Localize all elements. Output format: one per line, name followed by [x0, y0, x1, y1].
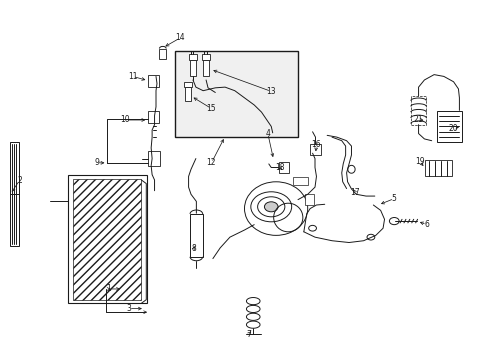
Text: 11: 11: [128, 72, 137, 81]
Bar: [305, 194, 313, 205]
Bar: [68, 175, 147, 303]
Bar: [436, 111, 461, 143]
Bar: [410, 96, 426, 125]
Bar: [190, 214, 202, 257]
Text: 21: 21: [413, 115, 423, 124]
Bar: [309, 144, 320, 155]
Bar: [190, 60, 196, 76]
Text: 6: 6: [424, 220, 428, 229]
Text: 1: 1: [106, 284, 110, 293]
Text: 20: 20: [448, 124, 457, 133]
Text: 3: 3: [126, 304, 131, 313]
Text: 9: 9: [94, 158, 99, 167]
Circle shape: [388, 217, 398, 225]
Bar: [175, 51, 297, 137]
Bar: [185, 87, 191, 102]
Bar: [425, 160, 451, 176]
Bar: [189, 54, 197, 60]
Text: 17: 17: [350, 188, 360, 197]
Bar: [159, 49, 166, 59]
Bar: [202, 54, 209, 60]
Text: 8: 8: [191, 244, 196, 253]
Text: 10: 10: [121, 116, 130, 125]
Bar: [148, 75, 159, 87]
Text: 18: 18: [275, 163, 284, 172]
Circle shape: [308, 225, 316, 231]
Text: 4: 4: [265, 129, 270, 138]
Bar: [73, 179, 141, 300]
Bar: [184, 82, 192, 87]
Text: 12: 12: [206, 158, 216, 167]
Circle shape: [257, 197, 285, 217]
Bar: [203, 60, 208, 76]
Text: 7: 7: [245, 330, 250, 339]
Bar: [148, 152, 160, 166]
Bar: [148, 111, 159, 123]
Bar: [278, 162, 288, 173]
Circle shape: [250, 192, 291, 222]
Bar: [10, 143, 19, 246]
Text: 5: 5: [391, 194, 396, 203]
Text: 2: 2: [18, 176, 22, 185]
Bar: [292, 177, 307, 185]
Text: 19: 19: [414, 157, 424, 166]
Text: 15: 15: [206, 104, 216, 113]
Text: 13: 13: [266, 87, 276, 96]
Text: 14: 14: [175, 33, 185, 42]
Text: 16: 16: [311, 140, 321, 149]
Circle shape: [366, 234, 374, 240]
Circle shape: [264, 202, 278, 212]
